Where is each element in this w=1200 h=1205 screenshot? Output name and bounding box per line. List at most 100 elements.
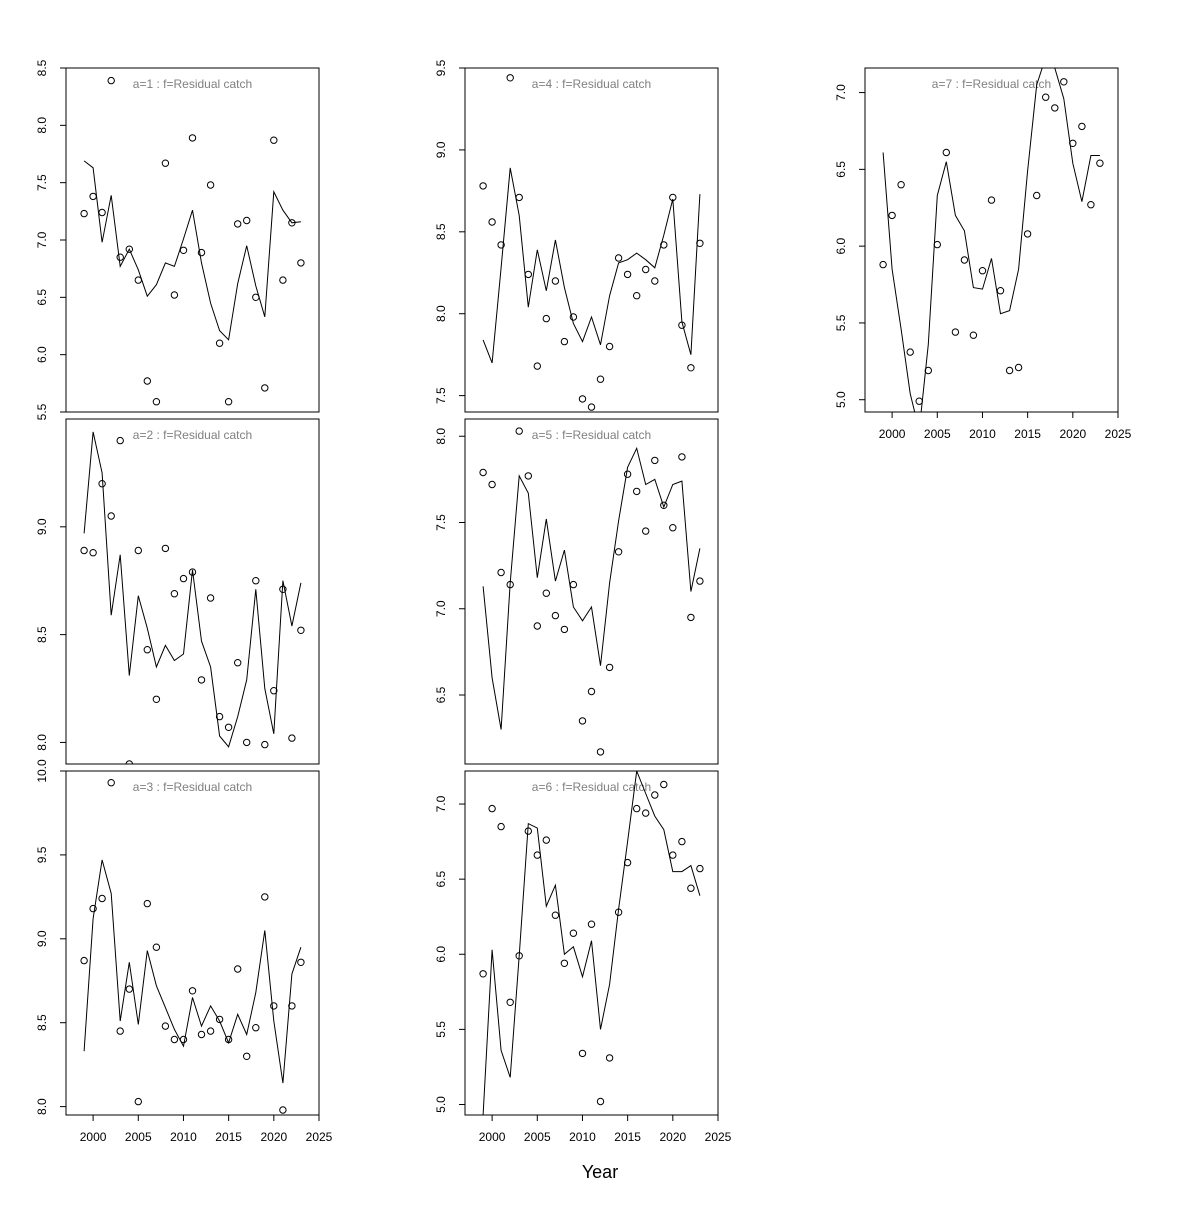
data-point xyxy=(960,256,969,264)
data-point xyxy=(551,277,560,285)
data-point xyxy=(569,929,578,937)
data-point xyxy=(206,594,215,602)
fitted-line xyxy=(83,431,302,748)
data-point xyxy=(125,245,134,253)
y-tick-label: 8.0 xyxy=(35,1098,49,1115)
x-tick-label: 2025 xyxy=(306,1130,333,1144)
x-tick-label: 2015 xyxy=(215,1130,242,1144)
plot-area xyxy=(479,74,704,411)
data-point xyxy=(633,487,641,496)
data-point xyxy=(515,427,523,435)
data-point xyxy=(134,546,143,555)
data-point xyxy=(497,568,505,577)
data-point xyxy=(687,613,695,622)
data-point xyxy=(1033,191,1041,200)
fitted-line xyxy=(482,446,701,730)
data-point xyxy=(560,337,569,346)
panel-title: a=1 : f=Residual catch xyxy=(133,77,252,91)
data-point xyxy=(651,791,659,799)
data-point xyxy=(197,248,206,257)
x-axis-title: Year xyxy=(582,1162,618,1182)
y-tick-label: 5.0 xyxy=(834,391,848,408)
x-tick-label: 2020 xyxy=(260,1130,287,1144)
data-point xyxy=(179,246,188,255)
y-tick-label: 6.0 xyxy=(35,346,49,363)
y-tick-label: 6.5 xyxy=(434,870,448,887)
data-point xyxy=(915,397,923,405)
y-tick-label: 8.5 xyxy=(434,223,448,240)
panel-3: a=3 : f=Residual catch 8.0 8.5 9.0 9.5 10.0 20… xyxy=(35,759,333,1144)
plot-area xyxy=(879,68,1104,412)
y-tick-label: 6.0 xyxy=(834,237,848,254)
data-point xyxy=(1087,201,1095,209)
plot-frame xyxy=(65,67,320,413)
data-point xyxy=(642,527,650,535)
data-point xyxy=(524,472,532,480)
data-point xyxy=(687,884,695,892)
fitted-line xyxy=(83,160,301,341)
x-tick-label: 2000 xyxy=(879,427,906,441)
data-point xyxy=(152,695,161,703)
data-point xyxy=(206,181,215,189)
x-tick-label: 2005 xyxy=(924,427,951,441)
data-point xyxy=(524,270,532,279)
data-point xyxy=(1014,363,1023,372)
y-tick-label: 8.0 xyxy=(434,305,448,322)
data-point xyxy=(224,723,233,731)
data-point xyxy=(969,331,978,339)
data-point xyxy=(623,470,632,478)
data-point xyxy=(288,734,296,742)
data-point xyxy=(243,1052,251,1061)
data-point xyxy=(660,501,668,509)
x-tick-label: 2005 xyxy=(524,1130,551,1144)
panel-title: a=3 : f=Residual catch xyxy=(133,780,252,794)
data-point xyxy=(170,1035,179,1044)
data-point xyxy=(605,663,614,672)
data-point xyxy=(234,659,242,667)
data-point xyxy=(98,208,106,217)
x-tick-label: 2010 xyxy=(569,1130,596,1144)
data-point xyxy=(669,851,677,859)
plot-area xyxy=(80,431,305,764)
x-tick-label: 2020 xyxy=(1059,427,1086,441)
data-point xyxy=(551,611,560,620)
data-point xyxy=(587,403,596,411)
plot-area xyxy=(479,771,704,1115)
plot-area xyxy=(80,779,305,1114)
data-point xyxy=(80,209,88,218)
data-point xyxy=(134,1097,143,1106)
data-point xyxy=(161,544,170,553)
plot-area xyxy=(479,427,704,756)
panel-title: a=5 : f=Residual catch xyxy=(532,428,651,442)
data-point xyxy=(578,395,587,403)
data-point xyxy=(215,712,224,721)
data-point xyxy=(1096,159,1104,167)
panel-4: a=4 : f=Residual catch 7.5 8.0 8.5 9.0 9.5 xyxy=(434,59,719,413)
data-point xyxy=(125,760,133,764)
data-point xyxy=(642,265,650,274)
data-point xyxy=(243,738,251,747)
x-tick-label: 2000 xyxy=(479,1130,506,1144)
data-point xyxy=(696,577,704,585)
data-point xyxy=(696,864,704,873)
data-point xyxy=(252,577,260,585)
data-point xyxy=(297,259,305,267)
data-point xyxy=(98,480,106,488)
data-point xyxy=(279,276,287,284)
data-point xyxy=(252,1024,260,1032)
data-point xyxy=(578,717,587,725)
data-point xyxy=(197,676,206,684)
fitted-line xyxy=(482,167,701,364)
data-point xyxy=(488,480,496,489)
data-point xyxy=(560,625,569,634)
y-tick-label: 8.0 xyxy=(434,428,448,445)
y-tick-label: 7.0 xyxy=(35,231,49,248)
fitted-line xyxy=(83,859,302,1084)
x-tick-label: 2025 xyxy=(705,1130,732,1144)
data-point xyxy=(188,568,197,576)
data-point xyxy=(1060,78,1068,86)
data-point xyxy=(107,512,115,520)
panel-2: a=2 : f=Residual catch 8.0 8.5 9.0 xyxy=(35,418,320,765)
